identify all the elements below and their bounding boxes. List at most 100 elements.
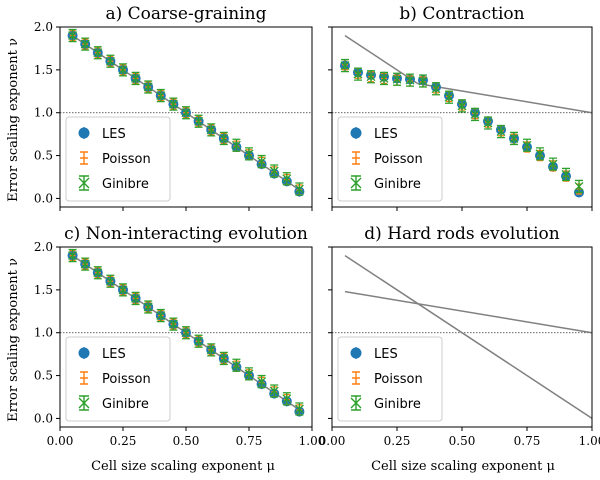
panel-d: d) Hard rods evolution 0.00 0.25 0.50 0.75 1.…	[319, 224, 600, 448]
ginibre-point	[156, 88, 166, 103]
legend-label-poisson: Poisson	[102, 372, 151, 387]
legend-marker-poisson	[80, 371, 88, 385]
ginibre-point	[522, 138, 532, 152]
ginibre-point	[219, 131, 229, 146]
y-tick-label: 1.0	[34, 326, 53, 340]
ginibre-point	[181, 326, 191, 340]
legend-label-ginibre: Ginibre	[102, 177, 149, 192]
legend-marker-poisson	[352, 151, 360, 165]
legend-label-ginibre: Ginibre	[374, 397, 421, 412]
panel-d-legend: LES Poisson Ginibre	[337, 336, 443, 422]
legend-label-poisson: Poisson	[374, 152, 423, 167]
legend-box	[65, 116, 171, 202]
ginibre-point	[257, 374, 267, 389]
ginibre-point	[405, 73, 415, 87]
ginibre-point	[392, 72, 402, 86]
ginibre-point	[143, 300, 153, 314]
ginibre-point	[105, 54, 115, 68]
ginibre-point	[80, 37, 90, 51]
ginibre-point	[496, 124, 506, 139]
ginibre-point	[194, 114, 204, 128]
panel-b-reference-line-1	[344, 34, 419, 85]
panel-b: b) Contraction LES Poisson Ginibre	[328, 4, 593, 211]
y-axis-label-text: Error scaling exponent ν	[6, 38, 21, 202]
ginibre-point	[294, 402, 304, 416]
legend-label-les: LES	[102, 127, 126, 142]
ginibre-point	[93, 266, 103, 280]
x-tick-label: 0.25	[384, 434, 411, 448]
ginibre-point	[143, 80, 153, 94]
panel-b-series-ginibre	[340, 58, 584, 194]
y-tick-label: 0.5	[34, 369, 53, 383]
legend-marker-les	[350, 347, 362, 359]
y-tick-label: 1.5	[34, 63, 53, 77]
ginibre-point	[194, 334, 204, 348]
x-axis-label: Cell size scaling exponent μ	[371, 459, 555, 474]
panel-b-reference-line-2	[417, 82, 593, 114]
legend-label-les: LES	[102, 347, 126, 362]
legend-marker-ginibre	[78, 175, 90, 191]
panel-d-title: d) Hard rods evolution	[364, 224, 559, 244]
x-tick-label: 0.00	[319, 434, 346, 448]
x-tick-label: 0.75	[514, 434, 541, 448]
legend-label-les: LES	[374, 127, 398, 142]
ginibre-point	[118, 63, 128, 77]
ginibre-point	[509, 131, 519, 146]
ginibre-point	[418, 74, 428, 88]
legend-marker-les	[78, 127, 90, 139]
legend-marker-les	[78, 347, 90, 359]
legend-box	[337, 116, 443, 202]
ginibre-point	[535, 147, 545, 161]
x-tick-label: 0.75	[236, 434, 263, 448]
ginibre-point	[131, 291, 141, 306]
ginibre-point	[269, 164, 279, 178]
panel-c-legend: LES Poisson Ginibre	[65, 336, 171, 422]
legend-label-poisson: Poisson	[102, 152, 151, 167]
panel-a-series-ginibre	[68, 28, 304, 196]
panel-d-reference-line-2	[344, 290, 593, 334]
panel-c-series-ginibre	[68, 248, 304, 416]
legend-marker-les	[350, 127, 362, 139]
y-tick-label: 2.0	[34, 20, 53, 34]
ginibre-point	[366, 70, 376, 84]
ginibre-point	[231, 358, 241, 372]
ginibre-point	[105, 274, 115, 288]
x-tick-label: 0.50	[173, 434, 200, 448]
ginibre-point	[181, 106, 191, 120]
ginibre-point	[257, 154, 267, 169]
ginibre-point	[444, 90, 454, 104]
y-tick-label: 0.0	[34, 191, 53, 205]
ginibre-point	[131, 71, 141, 86]
y-tick-label: 2.0	[34, 240, 53, 254]
ginibre-point	[168, 97, 178, 111]
legend-box	[65, 336, 171, 422]
legend-label-ginibre: Ginibre	[374, 177, 421, 192]
legend-marker-ginibre	[350, 175, 362, 191]
ginibre-point	[282, 392, 292, 406]
y-axis-label-text: Error scaling exponent ν	[6, 258, 21, 422]
legend-marker-ginibre	[350, 395, 362, 411]
legend-marker-ginibre	[78, 395, 90, 411]
ginibre-point	[118, 283, 128, 297]
ginibre-point	[340, 58, 350, 73]
ginibre-point	[574, 179, 584, 194]
legend-marker-poisson	[352, 371, 360, 385]
ginibre-point	[470, 107, 480, 122]
ginibre-point	[206, 343, 216, 357]
x-axis-label: Cell size scaling exponent μ	[91, 459, 275, 474]
ginibre-point	[431, 82, 441, 96]
panel-b-legend: LES Poisson Ginibre	[337, 116, 443, 202]
panel-a: a) Coarse-graining 0.0 0.5 1.0 1.5 2.0 LES Pois…	[34, 4, 313, 211]
ginibre-point	[68, 248, 78, 263]
y-axis-label: Error scaling exponent ν	[6, 258, 21, 422]
ginibre-point	[353, 67, 363, 81]
legend-marker-poisson	[80, 151, 88, 165]
panel-b-title: b) Contraction	[399, 4, 524, 24]
legend-label-ginibre: Ginibre	[102, 397, 149, 412]
ginibre-point	[80, 257, 90, 271]
panel-c-title: c) Non-interacting evolution	[64, 224, 308, 244]
y-tick-label: 1.0	[34, 106, 53, 120]
panel-a-title: a) Coarse-graining	[105, 4, 266, 24]
